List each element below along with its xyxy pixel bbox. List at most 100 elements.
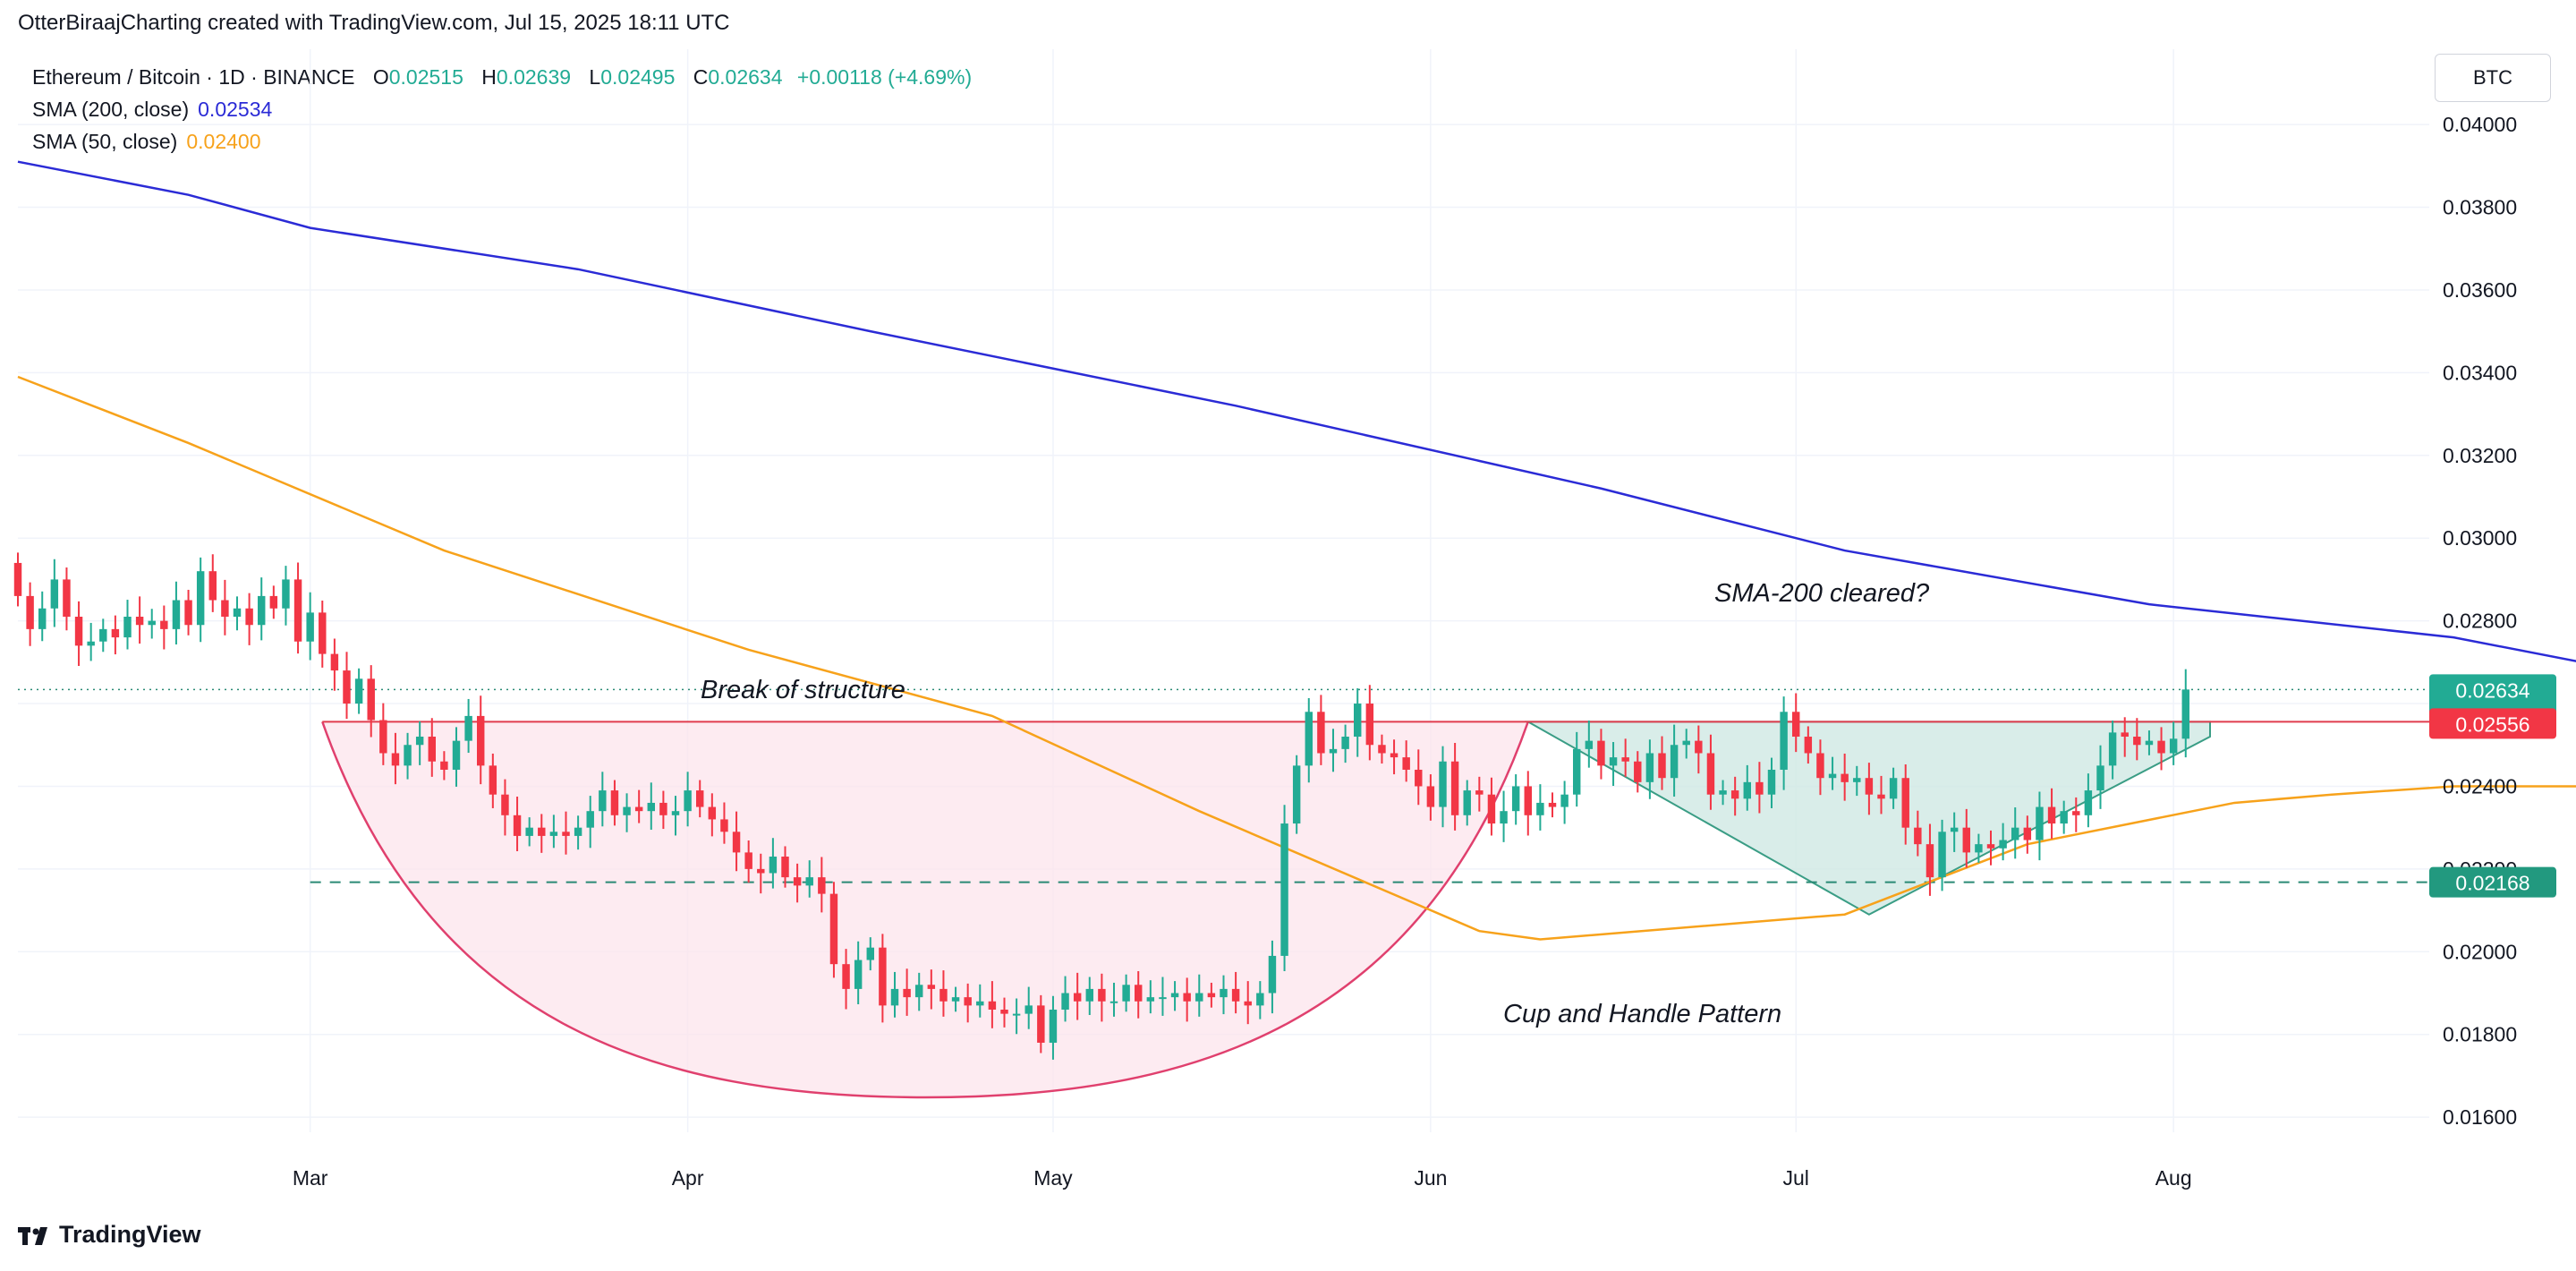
candle-body: [1317, 712, 1325, 754]
candle-body: [1511, 786, 1520, 812]
candle-body: [1292, 765, 1301, 824]
support-level-tag-bg: [2429, 866, 2556, 898]
candle-body: [50, 579, 59, 609]
candle-body: [1597, 740, 1605, 766]
annotations: Break of structure SMA-200 cleared? Cup an…: [701, 579, 1930, 1028]
break-level-tag: 0.02556: [2429, 708, 2556, 739]
candle-body: [781, 857, 789, 878]
candle-body: [1524, 786, 1532, 815]
candle-body: [1719, 790, 1727, 795]
candle-body: [1426, 786, 1435, 807]
candle-body: [732, 832, 741, 853]
candle-body: [1183, 993, 1191, 1002]
candle-body: [379, 720, 387, 754]
candle-body: [2181, 689, 2189, 739]
candle-body: [1061, 993, 1069, 1010]
candle-body: [1706, 753, 1715, 795]
symbol-label[interactable]: Ethereum / Bitcoin · 1D · BINANCE: [32, 65, 355, 89]
candle-body: [1390, 753, 1399, 758]
candle-body: [1938, 832, 1946, 878]
candle-body: [818, 877, 826, 894]
candle-body: [757, 868, 765, 874]
candle-body: [123, 617, 132, 638]
open-label: O: [372, 65, 389, 89]
candle-body: [1609, 757, 1618, 766]
candle-body: [111, 628, 120, 638]
candle-body: [1560, 794, 1569, 807]
candle-body: [1085, 988, 1093, 1002]
sma200-row[interactable]: SMA (200, close) 0.02534: [32, 93, 972, 125]
candle-body: [1877, 794, 1885, 799]
level-lines: [18, 688, 2429, 883]
candle-body: [1463, 790, 1471, 815]
candle-body: [1450, 761, 1459, 815]
candle-body: [1487, 794, 1496, 824]
sma200-value: 0.02534: [198, 98, 273, 121]
candle-body: [2133, 737, 2141, 746]
candle-body: [769, 857, 778, 874]
candle-body: [1037, 1005, 1045, 1043]
currency-button[interactable]: BTC: [2435, 54, 2551, 102]
candle-body: [1914, 827, 1922, 845]
tradingview-logo[interactable]: TradingView: [18, 1221, 201, 1249]
candle-body: [1122, 985, 1130, 1002]
candle-body: [135, 617, 144, 626]
candle-body: [1962, 827, 1970, 853]
candle-body: [354, 678, 363, 704]
candle-body: [477, 715, 485, 766]
candle-body: [586, 811, 594, 828]
candle-body: [1634, 761, 1642, 782]
candle-body: [1767, 769, 1776, 795]
chart-legend: Ethereum / Bitcoin · 1D · BINANCE O 0.025…: [32, 61, 972, 158]
cup-outline: [321, 721, 1529, 1099]
candle-body: [684, 790, 692, 812]
candle-body: [1816, 753, 1824, 779]
candle-body: [196, 571, 205, 626]
candle-body: [1780, 712, 1788, 770]
candle-body: [1573, 748, 1581, 795]
sma50-value: 0.02400: [186, 130, 261, 153]
time-tick-label: Jun: [1414, 1166, 1447, 1190]
candles: [13, 552, 2189, 1060]
candle-body: [293, 579, 302, 642]
candle-body: [1365, 704, 1374, 746]
candle-body: [1012, 1013, 1021, 1016]
candle-body: [1402, 757, 1410, 770]
candle-body: [1244, 1001, 1252, 1006]
candle-body: [404, 745, 412, 766]
price-tick-label: 0.01800: [2443, 1023, 2517, 1046]
candle-body: [659, 802, 667, 815]
candle-body: [708, 806, 717, 820]
candle-body: [1280, 823, 1288, 956]
candle-body: [1950, 827, 1959, 832]
candle-body: [1658, 753, 1666, 779]
price-tick-label: 0.02000: [2443, 940, 2517, 963]
candle-body: [1853, 778, 1861, 782]
candle-body: [208, 571, 217, 601]
price-tick-label: 0.03800: [2443, 196, 2517, 219]
sma50-row[interactable]: SMA (50, close) 0.02400: [32, 125, 972, 158]
candle-body: [1073, 993, 1082, 1002]
close-value: 0.02634: [708, 65, 783, 89]
pattern-drawings: [321, 721, 2211, 1099]
time-tick-label: Apr: [672, 1166, 704, 1190]
candle-body: [1743, 781, 1751, 799]
support-level-tag-text: 0.02168: [2455, 872, 2529, 895]
candle-body: [1268, 955, 1277, 994]
candle-body: [2084, 790, 2093, 815]
candle-body: [26, 595, 34, 629]
annotation-break-of-structure: Break of structure: [701, 676, 905, 704]
price-tick-label: 0.03000: [2443, 526, 2517, 550]
candle-body: [1682, 740, 1690, 746]
candle-body: [939, 988, 948, 1002]
candle-body: [1730, 790, 1739, 799]
candle-body: [1256, 993, 1264, 1006]
candle-body: [538, 827, 546, 836]
candle-body: [2047, 806, 2056, 824]
candle-body: [1109, 1001, 1118, 1003]
candle-body: [38, 608, 47, 629]
candle-body: [574, 827, 582, 836]
low-label: L: [589, 65, 601, 89]
candle-body: [988, 1001, 997, 1010]
